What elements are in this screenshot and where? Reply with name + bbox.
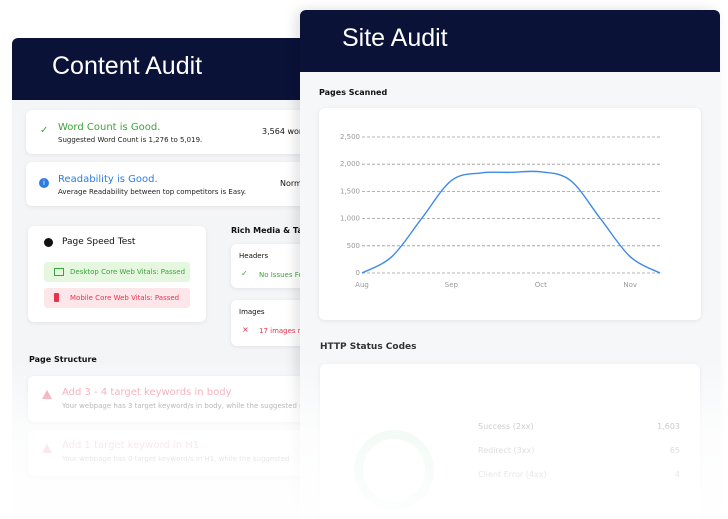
warning-icon xyxy=(42,390,52,399)
panel-title: Site Audit xyxy=(342,24,448,52)
content-audit-panel: Content Audit ✓ Word Count is Good. Sugg… xyxy=(12,38,312,519)
speed-icon xyxy=(44,238,53,247)
x-tick-label: Sep xyxy=(445,281,459,289)
site-audit-header: Site Audit xyxy=(300,10,720,72)
chart-title: Pages Scanned xyxy=(319,88,388,97)
y-tick-label: 2,500 xyxy=(340,133,360,141)
section-title: Rich Media & Tags xyxy=(231,226,312,235)
status-label: Success (2xx) xyxy=(478,422,534,431)
x-tick-label: Oct xyxy=(535,281,547,289)
word-count-card: ✓ Word Count is Good. Suggested Word Cou… xyxy=(26,110,312,154)
content-audit-header: Content Audit xyxy=(12,38,312,100)
check-icon: ✓ xyxy=(241,269,248,278)
donut-ring xyxy=(354,430,434,510)
card-value: 3,564 wor xyxy=(262,127,303,136)
page-speed-card: Page Speed Test Desktop Core Web Vitals:… xyxy=(28,226,206,322)
card-text: Your webpage has 0 target keyword/s in H… xyxy=(62,455,290,463)
structure-card: Add 1 target keyword in H1 Your webpage … xyxy=(28,430,312,476)
card-status: 17 images mi xyxy=(259,327,307,335)
status-label: Client Error (4xx) xyxy=(478,470,547,479)
warning-icon xyxy=(42,444,52,453)
status-value: 65 xyxy=(669,446,680,455)
card-heading: Word Count is Good. xyxy=(58,122,161,133)
y-tick-label: 2,000 xyxy=(340,160,360,168)
badge-text: Mobile Core Web Vitals: Passed xyxy=(70,294,180,302)
panel-title: Content Audit xyxy=(52,52,203,80)
card-heading: Page Speed Test xyxy=(62,237,136,247)
card-label: Headers xyxy=(239,252,269,260)
check-icon: ✓ xyxy=(40,125,49,136)
monitor-icon xyxy=(54,268,64,276)
mobile-badge: Mobile Core Web Vitals: Passed xyxy=(44,288,190,308)
status-value: 4 xyxy=(674,470,680,479)
desktop-badge: Desktop Core Web Vitals: Passed xyxy=(44,262,190,282)
card-value: Norm xyxy=(280,179,302,188)
info-icon: i xyxy=(39,178,49,188)
line xyxy=(361,170,661,274)
card-heading: Add 1 target keyword in H1 xyxy=(62,440,200,451)
site-audit-panel: Site Audit Pages Scanned 0 500 1,000 1,500 2… xyxy=(300,10,720,519)
readability-card: i Readability is Good. Average Readabili… xyxy=(26,162,312,206)
card-text: Your webpage has 3 target keyword/s in b… xyxy=(62,402,304,410)
badge-text: Desktop Core Web Vitals: Passed xyxy=(70,268,186,276)
images-card: Images × 17 images mi xyxy=(231,300,312,346)
card-label: Images xyxy=(239,308,265,316)
chart-card: 0 500 1,000 1,500 2,000 2,500 Aug Sep Oct Nov xyxy=(319,108,701,320)
x-icon: × xyxy=(242,325,249,334)
status-value: 1,603 xyxy=(657,422,680,431)
x-tick-label: Nov xyxy=(623,281,637,289)
section-title: Page Structure xyxy=(29,355,97,364)
http-card: Success (2xx) 1,603 Redirect (3xx) 65 Cl… xyxy=(320,364,700,519)
card-heading: Add 3 - 4 target keywords in body xyxy=(62,387,232,398)
status-label: Redirect (3xx) xyxy=(478,446,535,455)
card-text: Suggested Word Count is 1,276 to 5,019. xyxy=(58,136,203,144)
x-tick-label: Aug xyxy=(355,281,369,289)
y-tick-label: 1,500 xyxy=(340,187,360,195)
card-text: Average Readability between top competit… xyxy=(58,188,247,196)
phone-icon xyxy=(54,293,59,302)
y-tick-label: 500 xyxy=(347,242,360,250)
card-status: No Issues Fo xyxy=(259,271,303,279)
structure-card: Add 3 - 4 target keywords in body Your w… xyxy=(28,376,312,422)
chart: 0 500 1,000 1,500 2,000 2,500 Aug Sep Oct Nov xyxy=(340,133,661,289)
headers-card: Headers ✓ No Issues Fo xyxy=(231,244,312,288)
card-heading: Readability is Good. xyxy=(58,174,158,185)
section-title: HTTP Status Codes xyxy=(320,342,417,352)
y-tick-label: 1,000 xyxy=(340,215,360,223)
y-tick-label: 0 xyxy=(356,269,360,277)
